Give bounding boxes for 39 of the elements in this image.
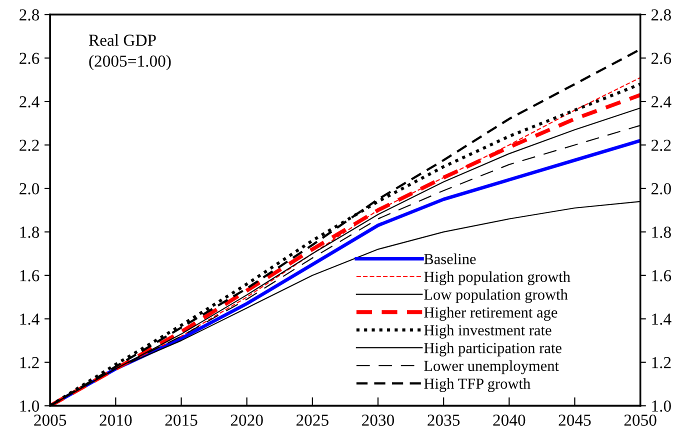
x-tick-label: 2005 — [34, 414, 66, 426]
x-tick-label: 2035 — [428, 414, 460, 426]
y-tick-label: 1.6 — [20, 270, 40, 282]
y2-tick-label: 1.8 — [652, 226, 671, 238]
x-tick-label: 2030 — [362, 414, 394, 426]
y-tick-label: 2.6 — [20, 52, 40, 64]
y2-tick-label: 1.4 — [652, 314, 672, 325]
y-tick-label: 1.4 — [20, 314, 40, 325]
y2-tick-label: 2.6 — [651, 52, 672, 64]
legend-label: Low population growth — [424, 289, 568, 303]
y2-tick-label: 2.4 — [651, 96, 672, 108]
y2-tick-label: 1.2 — [652, 357, 671, 368]
y-tick-label: 1.8 — [20, 226, 40, 238]
legend-label: High investment rate — [424, 324, 552, 339]
legend-label: High participation rate — [424, 342, 562, 356]
x-tick-label: 2015 — [165, 414, 198, 426]
x-tick-label: 2045 — [558, 414, 591, 426]
y-tick-label: 2.0 — [20, 183, 40, 194]
x-tick-label: 2040 — [493, 414, 526, 426]
annotation: Real GDP (2005=1.00) — [88, 34, 171, 70]
legend-label: High population growth — [424, 271, 570, 286]
y2-tick-label: 2.2 — [651, 140, 671, 151]
y-tick-label: 1.0 — [20, 400, 40, 412]
legend-label: Higher retirement age — [424, 306, 558, 321]
y2-tick-label: 2.8 — [651, 9, 671, 21]
x-tick-label: 2020 — [230, 414, 263, 426]
x-tick-label: 2010 — [100, 414, 132, 426]
y-tick-label: 2.8 — [20, 9, 40, 21]
y2-tick-label: 1.6 — [652, 270, 672, 282]
y2-tick-label: 2.0 — [651, 183, 671, 194]
x-tick-label: 2025 — [296, 414, 328, 426]
y-tick-label: 2.4 — [20, 96, 40, 108]
x-tick-label: 2050 — [624, 414, 656, 426]
y-tick-label: 1.2 — [20, 357, 39, 368]
legend-label: Lower unemployment — [424, 360, 559, 374]
y2-tick-label: 1.0 — [652, 400, 671, 412]
y-tick-label: 2.2 — [20, 140, 39, 151]
legend-label: Baseline — [424, 253, 476, 264]
legend-label: High TFP growth — [424, 378, 530, 392]
